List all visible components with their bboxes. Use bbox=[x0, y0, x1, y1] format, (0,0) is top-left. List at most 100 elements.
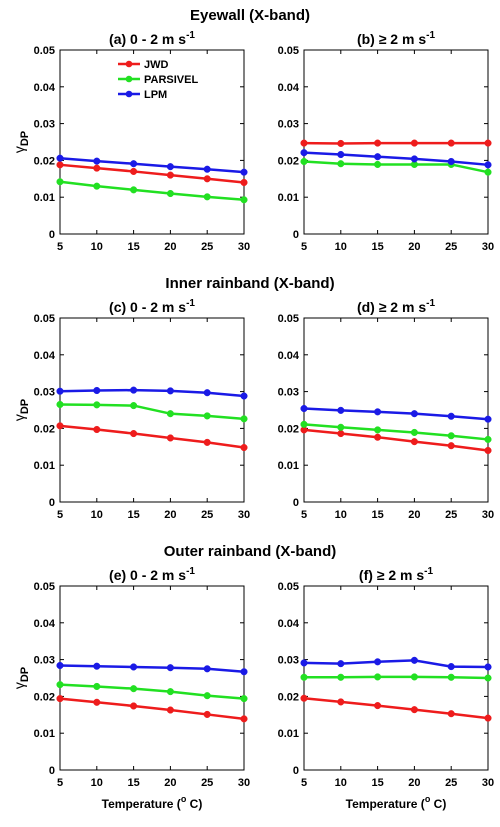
y-tick-label: 0.03 bbox=[278, 655, 299, 667]
panel-title-prefix: (a) 0 - 2 m s bbox=[109, 31, 186, 47]
data-point-lpm bbox=[337, 150, 345, 159]
x-tick-label: 10 bbox=[91, 509, 103, 521]
data-point-lpm bbox=[166, 387, 174, 395]
x-axis-label: Temperature (o C) bbox=[346, 794, 447, 811]
data-point-jwd bbox=[300, 139, 308, 147]
data-point-jwd bbox=[447, 139, 455, 147]
y-tick-label: 0.05 bbox=[34, 581, 55, 593]
panel-title-prefix: (d) ≥ 2 m s bbox=[357, 299, 426, 315]
x-tick-label: 5 bbox=[301, 241, 307, 253]
series-line-parsivel bbox=[59, 403, 245, 421]
panel-title-prefix: (f) ≥ 2 m s bbox=[359, 567, 424, 583]
y-tick-label: 0.02 bbox=[34, 423, 55, 435]
data-point-lpm bbox=[240, 668, 248, 676]
data-point-jwd bbox=[93, 425, 101, 434]
panel-title-unit-exp: -1 bbox=[426, 298, 435, 309]
data-point-lpm bbox=[337, 660, 345, 668]
y-axis-label-sub: DP bbox=[19, 399, 31, 414]
data-point-jwd bbox=[240, 715, 248, 723]
data-point-jwd bbox=[410, 706, 418, 714]
x-tick-label: 30 bbox=[238, 509, 250, 521]
x-tick-label: 25 bbox=[201, 241, 213, 253]
data-point-lpm bbox=[93, 386, 101, 395]
data-point-lpm bbox=[410, 656, 418, 664]
y-tick-label: 0.02 bbox=[278, 423, 299, 435]
x-axis-label-prefix: Temperature ( bbox=[346, 797, 425, 811]
data-point-jwd bbox=[130, 167, 138, 175]
y-tick-label: 0.02 bbox=[278, 155, 299, 167]
legend-marker-parsivel bbox=[125, 75, 133, 83]
data-point-jwd bbox=[203, 438, 211, 446]
data-point-parsivel bbox=[300, 673, 308, 681]
data-point-lpm bbox=[130, 663, 138, 671]
row-title-eyewall: Eyewall (X-band) bbox=[190, 7, 310, 24]
series-line-jwd bbox=[59, 697, 245, 721]
data-point-jwd bbox=[410, 139, 418, 147]
data-point-jwd bbox=[93, 164, 101, 172]
x-axis-label-suffix: C) bbox=[430, 797, 446, 811]
data-point-jwd bbox=[166, 171, 174, 179]
data-point-parsivel bbox=[56, 178, 64, 186]
y-tick-label: 0.01 bbox=[278, 460, 299, 472]
x-tick-label: 25 bbox=[445, 509, 457, 521]
legend-marker-lpm bbox=[125, 90, 133, 98]
data-point-jwd bbox=[337, 139, 345, 148]
series-line-jwd bbox=[59, 424, 245, 449]
legend-label-jwd: JWD bbox=[144, 59, 169, 71]
data-point-lpm bbox=[300, 404, 308, 413]
y-axis-label-sub: DP bbox=[19, 131, 31, 146]
y-tick-label: 0.03 bbox=[278, 387, 299, 399]
data-point-jwd bbox=[337, 430, 345, 438]
data-point-parsivel bbox=[410, 428, 418, 436]
data-point-jwd bbox=[130, 430, 138, 438]
y-tick-label: 0.02 bbox=[34, 155, 55, 167]
data-point-jwd bbox=[240, 443, 248, 452]
axes-box bbox=[59, 585, 245, 771]
x-tick-label: 25 bbox=[445, 241, 457, 253]
x-tick-label: 15 bbox=[371, 509, 383, 521]
series-line-parsivel bbox=[59, 683, 245, 700]
y-tick-label: 0.03 bbox=[34, 119, 55, 131]
panel-d: (d) ≥ 2 m s-1 0 0.01 0.02 0.03 0.04 0.05 5 10 15 2… bbox=[278, 298, 495, 521]
panel-title-unit-exp: -1 bbox=[424, 566, 433, 577]
data-point-lpm bbox=[484, 663, 492, 671]
data-point-lpm bbox=[203, 389, 211, 397]
data-point-parsivel bbox=[203, 412, 211, 420]
data-point-lpm bbox=[410, 155, 418, 163]
data-point-jwd bbox=[484, 139, 492, 147]
row-title-outer-rainband: Outer rainband (X-band) bbox=[164, 543, 337, 560]
data-point-parsivel bbox=[374, 426, 382, 434]
y-tick-label: 0.05 bbox=[278, 581, 299, 593]
x-tick-label: 30 bbox=[482, 241, 494, 253]
data-point-lpm bbox=[374, 408, 382, 416]
x-tick-label: 10 bbox=[91, 241, 103, 253]
x-tick-label: 30 bbox=[238, 777, 250, 789]
panel-title-unit-exp: -1 bbox=[426, 30, 435, 41]
series-line-parsivel bbox=[304, 675, 489, 680]
data-point-lpm bbox=[56, 661, 64, 670]
y-tick-label: 0 bbox=[49, 229, 55, 241]
data-point-jwd bbox=[203, 175, 211, 183]
data-point-lpm bbox=[56, 387, 64, 395]
x-tick-label: 15 bbox=[127, 241, 139, 253]
data-point-jwd bbox=[374, 139, 382, 147]
y-tick-label: 0 bbox=[293, 765, 299, 777]
data-point-lpm bbox=[374, 658, 382, 666]
x-tick-label: 5 bbox=[301, 509, 307, 521]
data-point-lpm bbox=[240, 392, 248, 400]
y-tick-label: 0.01 bbox=[278, 192, 299, 204]
legend-marker-jwd bbox=[125, 60, 133, 68]
data-point-lpm bbox=[93, 157, 101, 165]
data-point-parsivel bbox=[203, 692, 211, 700]
y-tick-label: 0.04 bbox=[278, 82, 300, 94]
x-tick-label: 30 bbox=[238, 241, 250, 253]
data-point-lpm bbox=[300, 149, 308, 157]
y-tick-label: 0 bbox=[293, 497, 299, 509]
panel-b: (b) ≥ 2 m s-1 0 0.01 0.02 0.03 0.04 0.05 5 10 15 2… bbox=[278, 30, 495, 253]
data-point-parsivel bbox=[300, 157, 308, 166]
y-tick-label: 0 bbox=[49, 497, 55, 509]
panel-e: (e) 0 - 2 m s-1 0 0.01 0.02 0.03 0.04 0.05 5 10 1… bbox=[11, 566, 250, 811]
data-point-jwd bbox=[484, 446, 492, 455]
panel-c: (c) 0 - 2 m s-1 0 0.01 0.02 0.03 0.04 0.05 5 10 1… bbox=[11, 298, 250, 521]
panel-title-a: (a) 0 - 2 m s-1 bbox=[109, 30, 195, 47]
